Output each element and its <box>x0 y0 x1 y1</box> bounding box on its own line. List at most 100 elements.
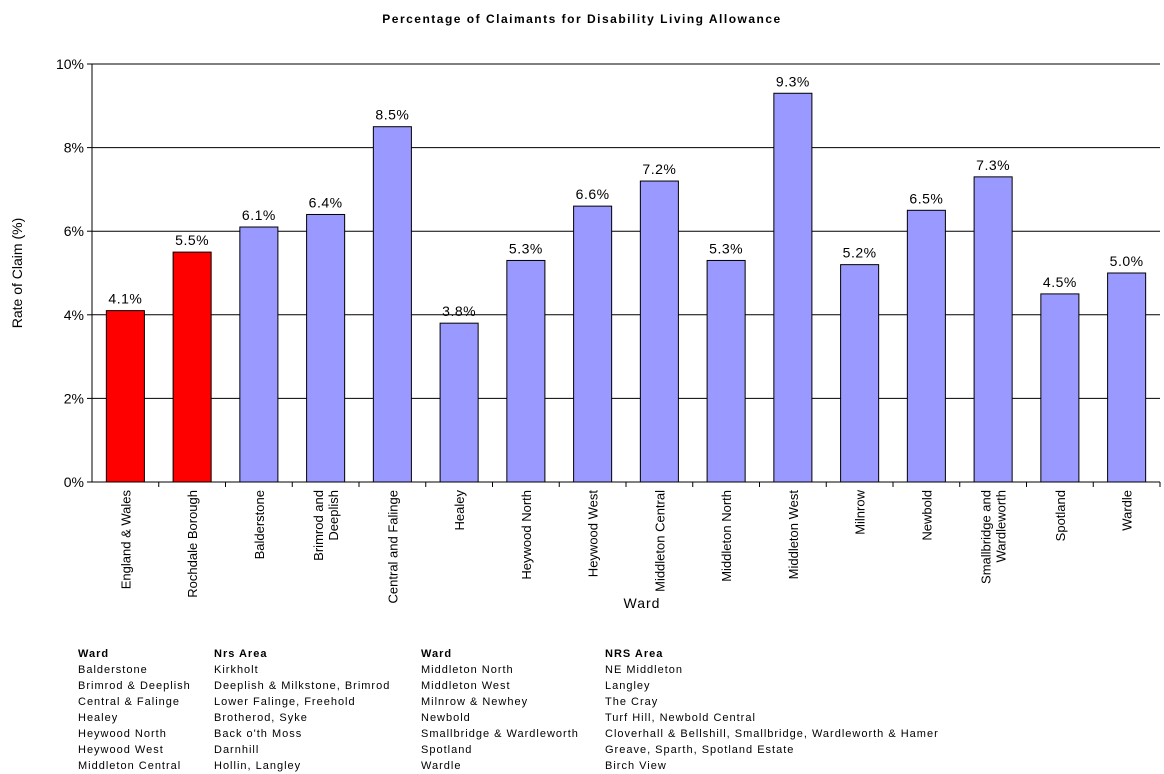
data-label: 5.3% <box>509 240 543 256</box>
bar <box>639 180 679 483</box>
y-axis-ticks: 0% 2% 4% 6% 8% 10% <box>56 56 92 490</box>
x-axis-categories: England & Wales Rochdale Borough Baldersto… <box>118 482 1161 603</box>
bar <box>840 264 880 483</box>
ward-nrs-lookup-table: Ward Balderstone Brimrod & Deeplish Centra… <box>0 646 1164 774</box>
bar <box>172 251 212 483</box>
ward-name: Middleton Central <box>78 760 182 772</box>
nrs-area: Brotherod, Syke <box>214 712 308 724</box>
ward-name: Spotland <box>421 744 473 756</box>
x-category-label: Wardle <box>1120 490 1135 531</box>
bar <box>306 213 346 483</box>
bars <box>105 92 1147 483</box>
nrs-area: The Cray <box>605 696 659 708</box>
data-label: 6.1% <box>242 207 276 223</box>
bar <box>773 92 813 483</box>
ward-header-left: Ward <box>78 648 110 660</box>
x-category-label: Brimrod and <box>311 490 326 561</box>
bar <box>439 322 479 483</box>
x-category-label: Wardleworth <box>994 490 1009 562</box>
data-label: 7.3% <box>976 157 1010 173</box>
data-label: 6.5% <box>909 190 943 206</box>
nrs-area: Turf Hill, Newbold Central <box>605 712 756 724</box>
nrs-area: Cloverhall & Bellshill, Smallbridge, War… <box>605 728 939 740</box>
data-label: 9.3% <box>776 73 810 89</box>
nrs-header-right: NRS Area <box>605 648 664 660</box>
ward-name: Heywood West <box>78 744 164 756</box>
x-category-label: Middleton West <box>786 490 801 580</box>
nrs-header-left: Nrs Area <box>214 648 268 660</box>
ward-list-right: Middleton North Middleton West Milnrow & N… <box>421 662 579 774</box>
data-labels: 4.1% 5.5% 6.1% 6.4% 8.5% 3.8% 5.3% 6.6% 7.2% 5.3%… <box>108 73 1143 319</box>
x-category-label: Heywood North <box>519 490 534 580</box>
x-category-label: Healey <box>452 490 467 531</box>
y-axis-title: Rate of Claim (%) <box>9 218 25 328</box>
bar <box>506 259 546 483</box>
data-label: 4.5% <box>1043 274 1077 290</box>
nrs-list-left: Kirkholt Deeplish & Milkstone, Brimrod Low… <box>214 662 390 774</box>
x-category-label: England & Wales <box>118 490 133 590</box>
ward-header-right: Ward <box>421 648 453 660</box>
x-category-label: Heywood West <box>586 490 601 578</box>
x-category-label: Middleton Central <box>652 490 667 592</box>
nrs-list-right: NE Middleton Langley The Cray Turf Hill, Ne… <box>605 662 939 774</box>
y-tick-label: 10% <box>56 56 84 72</box>
nrs-area: NE Middleton <box>605 664 684 676</box>
data-label: 6.6% <box>576 186 610 202</box>
data-label: 4.1% <box>108 291 142 307</box>
data-label: 6.4% <box>309 194 343 210</box>
x-category-label: Newbold <box>919 490 934 541</box>
nrs-area: Greave, Sparth, Spotland Estate <box>605 744 795 756</box>
x-category-label: Middleton North <box>719 490 734 582</box>
nrs-area: Deeplish & Milkstone, Brimrod <box>214 680 391 692</box>
bar <box>706 259 746 483</box>
x-category-label: Central and Falinge <box>385 490 400 603</box>
nrs-area: Back o'th Moss <box>214 728 303 740</box>
ward-name: Brimrod & Deeplish <box>78 680 191 692</box>
ward-name: Milnrow & Newhey <box>421 696 529 708</box>
x-axis-title: Ward <box>624 595 661 611</box>
data-label: 8.5% <box>375 107 409 123</box>
y-tick-label: 2% <box>64 390 84 406</box>
bar <box>573 205 613 483</box>
nrs-area: Hollin, Langley <box>214 760 302 772</box>
nrs-column-left: Nrs Area Kirkholt Deeplish & Milkstone, B… <box>214 646 390 774</box>
bar <box>105 310 145 483</box>
ward-list-left: Balderstone Brimrod & Deeplish Central & F… <box>78 662 191 774</box>
y-tick-label: 4% <box>64 307 84 323</box>
nrs-area: Lower Falinge, Freehold <box>214 696 356 708</box>
bar <box>906 209 946 483</box>
y-tick-label: 8% <box>64 140 84 156</box>
x-category-label: Spotland <box>1053 490 1068 541</box>
ward-name: Healey <box>78 712 119 724</box>
x-category-label: Rochdale Borough <box>185 490 200 598</box>
ward-name: Middleton West <box>421 680 511 692</box>
nrs-column-right: NRS Area NE Middleton Langley The Cray Turf… <box>605 646 939 774</box>
x-category-label: Balderstone <box>252 490 267 559</box>
data-label: 5.3% <box>709 240 743 256</box>
data-label: 3.8% <box>442 303 476 319</box>
x-category-label: Milnrow <box>853 489 868 534</box>
nrs-area: Darnhill <box>214 744 260 756</box>
nrs-area: Langley <box>605 680 651 692</box>
data-label: 5.2% <box>843 245 877 261</box>
ward-name: Smallbridge & Wardleworth <box>421 728 579 740</box>
nrs-area: Birch View <box>605 760 667 772</box>
data-label: 5.5% <box>175 232 209 248</box>
bar <box>239 226 279 483</box>
x-category-label: Smallbridge and <box>979 490 994 584</box>
ward-name: Balderstone <box>78 664 148 676</box>
y-tick-label: 0% <box>64 474 84 490</box>
bar <box>1040 293 1080 483</box>
bar <box>973 176 1013 483</box>
ward-name: Wardle <box>421 760 462 772</box>
bar <box>1107 272 1147 483</box>
ward-column-right: Ward Middleton North Middleton West Milnro… <box>421 646 579 774</box>
bar-chart: Percentage of Claimants for Disability L… <box>9 12 1161 611</box>
chart-title: Percentage of Claimants for Disability L… <box>382 12 781 26</box>
x-category-label: Deeplish <box>326 490 341 541</box>
y-tick-label: 6% <box>64 223 84 239</box>
ward-column-left: Ward Balderstone Brimrod & Deeplish Centra… <box>78 646 191 774</box>
ward-name: Middleton North <box>421 664 514 676</box>
nrs-area: Kirkholt <box>214 664 259 676</box>
ward-name: Heywood North <box>78 728 167 740</box>
